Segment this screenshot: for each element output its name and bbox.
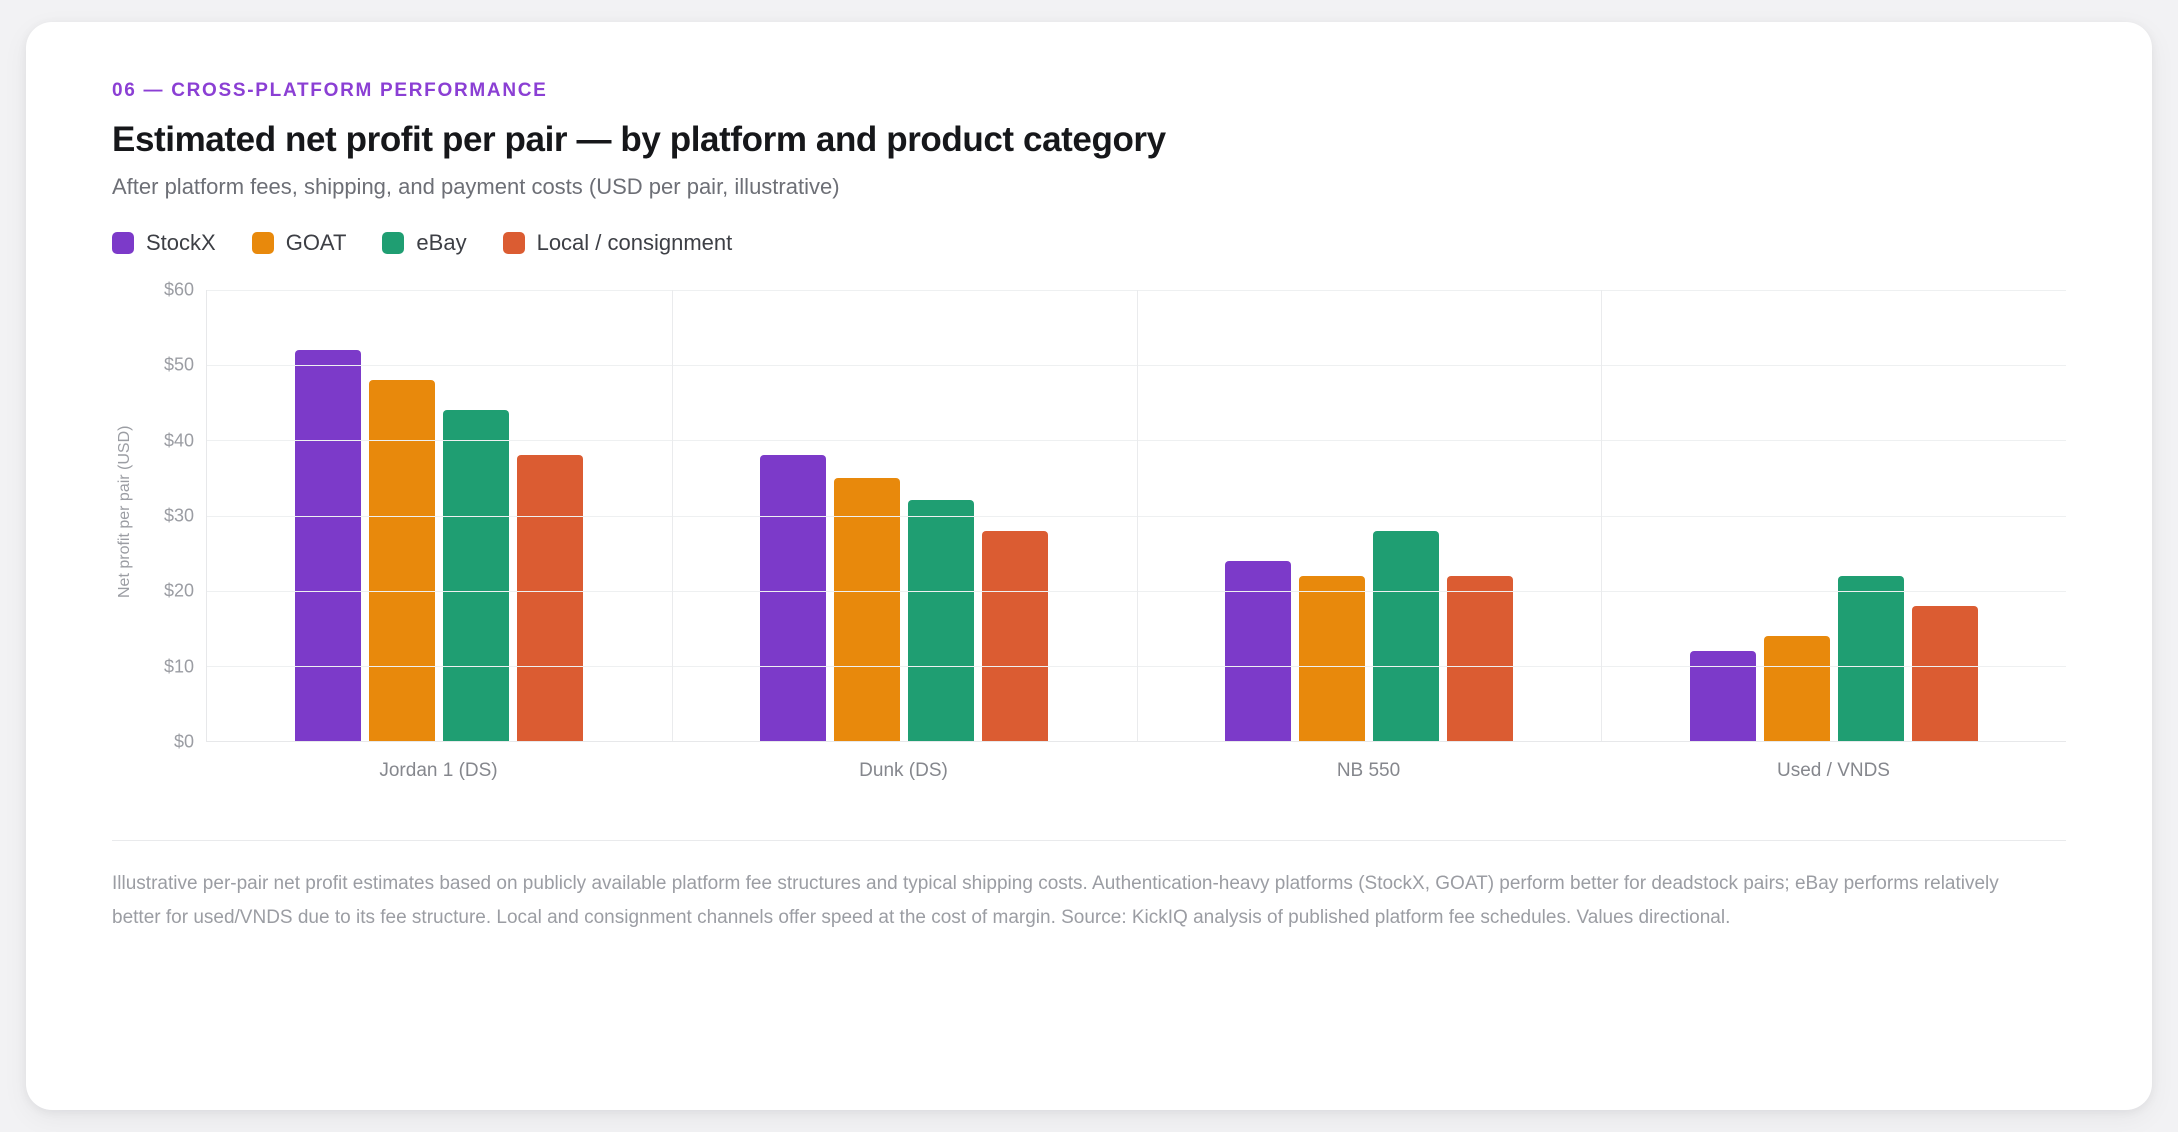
group-separator xyxy=(1136,290,1138,741)
x-axis-tick-label: Jordan 1 (DS) xyxy=(379,760,498,781)
bar[interactable] xyxy=(1763,635,1830,741)
bar[interactable] xyxy=(908,500,975,741)
legend-item[interactable]: StockX xyxy=(112,230,216,256)
bar[interactable] xyxy=(1372,530,1439,741)
x-axis-tick-label: NB 550 xyxy=(1336,760,1401,781)
legend-swatch-icon xyxy=(251,232,274,254)
bar[interactable] xyxy=(1911,605,1978,741)
legend-item[interactable]: eBay xyxy=(382,230,467,256)
y-axis-title: Net profit per pair (USD) xyxy=(116,425,133,599)
legend-item[interactable]: GOAT xyxy=(251,230,347,256)
y-axis-tick-label: $0 xyxy=(173,731,194,752)
legend-swatch-icon xyxy=(382,232,405,254)
footnote: Illustrative per-pair net profit estimat… xyxy=(112,873,1999,928)
legend-item-label: eBay xyxy=(416,230,467,255)
bar-group xyxy=(672,290,1137,741)
bar[interactable] xyxy=(1689,650,1756,741)
bar[interactable] xyxy=(1837,575,1904,741)
legend-item-label: StockX xyxy=(146,230,216,255)
y-axis-tick-label: $40 xyxy=(163,430,194,451)
page-subtitle: After platform fees, shipping, and payme… xyxy=(112,174,840,199)
legend-swatch-icon xyxy=(502,232,525,254)
x-axis-tick-label: Used / VNDS xyxy=(1777,760,1890,781)
x-axis-tick-label: Dunk (DS) xyxy=(859,760,948,781)
bar[interactable] xyxy=(295,350,362,741)
legend-item[interactable]: Local / consignment xyxy=(502,230,733,256)
legend-item-label: GOAT xyxy=(285,230,347,255)
bar[interactable] xyxy=(1224,560,1291,741)
group-separator xyxy=(671,290,673,741)
bar[interactable] xyxy=(517,455,584,741)
y-axis-tick-label: $60 xyxy=(163,279,194,300)
y-axis-tick-label: $10 xyxy=(163,656,194,677)
bar[interactable] xyxy=(369,380,436,741)
chart-card: 06 — CROSS-PLATFORM PERFORMANCE Estimate… xyxy=(26,22,2152,1110)
y-axis-tick-label: $20 xyxy=(163,580,194,601)
bar[interactable] xyxy=(834,477,901,741)
y-axis-tick-label: $30 xyxy=(163,505,194,526)
plot-area xyxy=(206,290,2066,742)
plot-column: Jordan 1 (DS) Dunk (DS) NB 550 Used / VNDS xyxy=(206,286,2066,806)
bar[interactable] xyxy=(982,530,1049,741)
chart-legend: StockX GOAT eBay Local / consignment xyxy=(112,230,2066,256)
y-axis-tick-labels: $60 $50 $40 $30 $20 $10 $0 xyxy=(138,280,206,752)
page-title: Estimated net profit per pair — by platf… xyxy=(112,120,1166,159)
legend-swatch-icon xyxy=(112,232,134,254)
bar[interactable] xyxy=(1298,575,1365,741)
bar[interactable] xyxy=(443,410,510,741)
bar-group xyxy=(1601,290,2066,741)
bar[interactable] xyxy=(1446,575,1513,741)
footnote-divider xyxy=(112,840,2066,841)
section-eyebrow: 06 — CROSS-PLATFORM PERFORMANCE xyxy=(112,80,548,101)
bar[interactable] xyxy=(760,455,827,741)
x-axis-tick-labels: Jordan 1 (DS) Dunk (DS) NB 550 Used / VNDS xyxy=(206,760,2066,782)
group-separator xyxy=(1601,290,1603,741)
y-axis-tick-label: $50 xyxy=(163,354,194,375)
chart-area: Net profit per pair (USD) $60 $50 $40 $30 $2… xyxy=(112,280,2066,806)
legend-item-label: Local / consignment xyxy=(536,230,733,255)
